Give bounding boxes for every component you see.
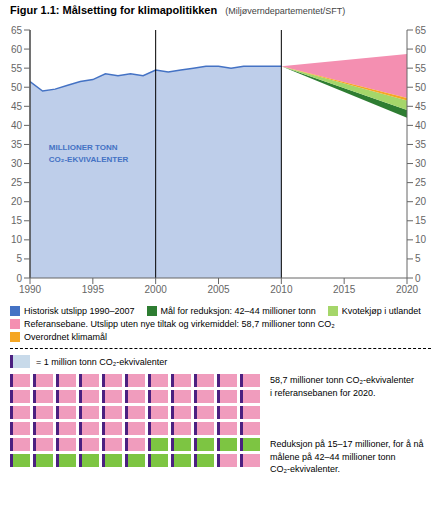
svg-text:50: 50	[11, 82, 23, 93]
svg-text:50: 50	[415, 82, 427, 93]
svg-text:45: 45	[415, 101, 427, 112]
html-text:Overordnet klimamål: Overordnet klimamål	[24, 332, 107, 342]
svg-text:45: 45	[11, 101, 23, 112]
svg-text:40: 40	[415, 120, 427, 131]
svg-text:2005: 2005	[207, 284, 230, 295]
svg-text:5: 5	[415, 253, 421, 264]
html-text:Reduksjon på 15–17 millioner,: Reduksjon på 15–17 millioner, for å nå m…	[270, 439, 424, 475]
svg-text:2020: 2020	[396, 284, 419, 295]
svg-text:5: 5	[16, 253, 22, 264]
svg-text:25: 25	[415, 177, 427, 188]
svg-text:15: 15	[11, 215, 23, 226]
svg-text:2010: 2010	[270, 284, 293, 295]
html-text:58,7 millioner tonn CO₂-ekviva: 58,7 millioner tonn CO₂-ekvivalenter i r…	[270, 375, 415, 398]
svg-text:15: 15	[415, 215, 427, 226]
svg-text:55: 55	[11, 63, 23, 74]
svg-text:60: 60	[11, 44, 23, 55]
svg-text:10: 10	[415, 234, 427, 245]
html-text:(Miljøverndepartementet/SFT): (Miljøverndepartementet/SFT)	[225, 6, 346, 16]
svg-text:25: 25	[11, 177, 23, 188]
html-text:Figur 1.1: Målsetting for klim: Figur 1.1: Målsetting for klimapolitikke…	[10, 4, 218, 16]
svg-text:1995: 1995	[82, 284, 105, 295]
svg-text:20: 20	[11, 196, 23, 207]
html-text:Historisk utslipp 1990–2007: Historisk utslipp 1990–2007	[24, 306, 135, 316]
svg-text:30: 30	[11, 158, 23, 169]
svg-text:55: 55	[415, 63, 427, 74]
svg-text:35: 35	[415, 139, 427, 150]
html-text:Referansebane. Utslipp uten ny: Referansebane. Utslipp uten nye tiltak o…	[24, 319, 335, 329]
svg-text:40: 40	[11, 120, 23, 131]
svg-text:0: 0	[415, 273, 421, 284]
svg-text:30: 30	[415, 158, 427, 169]
html-text:Mål for reduksjon: 42–44 milli: Mål for reduksjon: 42–44 millioner tonn	[160, 306, 316, 316]
svg-text:20: 20	[415, 196, 427, 207]
svg-text:1990: 1990	[19, 284, 42, 295]
svg-text:0: 0	[16, 273, 22, 284]
html-text:MILLIONER TONN CO₂-EKVIVALENTE: MILLIONER TONN CO₂-EKVIVALENTER	[48, 143, 129, 164]
html-text:Kvotekjøp i utlandet: Kvotekjøp i utlandet	[341, 306, 421, 316]
svg-text:35: 35	[11, 139, 23, 150]
svg-text:10: 10	[11, 234, 23, 245]
svg-text:2015: 2015	[333, 284, 356, 295]
svg-text:2000: 2000	[145, 284, 168, 295]
svg-text:65: 65	[11, 25, 23, 36]
svg-text:60: 60	[415, 44, 427, 55]
html-text:= 1 million tonn CO₂-ekvivalen: = 1 million tonn CO₂-ekvivalenter	[36, 356, 168, 367]
svg-text:65: 65	[415, 25, 427, 36]
